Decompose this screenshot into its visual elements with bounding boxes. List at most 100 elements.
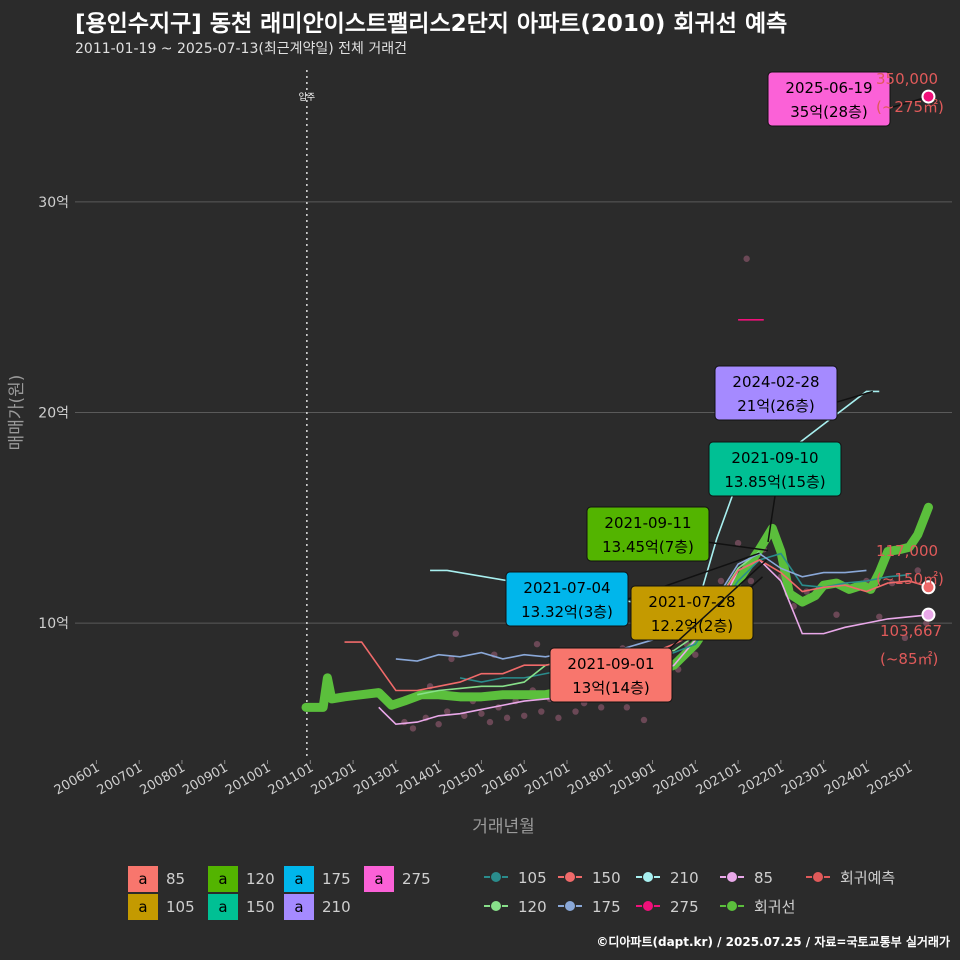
callout-box (714, 365, 838, 421)
forecast-price-label: 117,000 (876, 542, 938, 560)
trade-point (409, 725, 417, 732)
callout-210: 2024-02-28 21억(26층) (714, 365, 874, 421)
x-tick-label: 201401 (394, 760, 444, 798)
x-axis-title: 거래년월 (472, 817, 535, 837)
callout-date: 2021-09-11 (604, 514, 691, 532)
callout-price: 13.32억(3층) (521, 603, 613, 621)
legend-area-label: 150 (246, 898, 275, 916)
legend-area-label: 175 (322, 870, 351, 888)
trade-point (598, 704, 605, 711)
x-tick-label: 201601 (480, 760, 530, 798)
x-tick-label: 202501 (865, 760, 915, 798)
legend-line-dot (490, 900, 502, 912)
legend-swatch-letter: a (294, 870, 303, 888)
series-line-105 (459, 552, 910, 683)
trade-point (443, 708, 451, 715)
legend-swatch-175 (284, 866, 314, 892)
callout-date: 2021-09-01 (567, 655, 654, 673)
trade-point (734, 539, 742, 547)
x-tick-label: 202001 (651, 760, 701, 798)
x-tick-label: 201501 (437, 760, 487, 798)
legend-line-dot (642, 871, 654, 883)
forecast-point (921, 89, 936, 104)
forecast-area-label: (~275㎡) (876, 98, 944, 116)
x-tick-label: 200901 (180, 760, 230, 798)
trade-point (640, 716, 648, 724)
forecast-price-label: 103,667 (880, 622, 942, 640)
legend-swatch-85 (128, 866, 158, 892)
trade-point (717, 577, 725, 585)
x-tick-label: 202301 (779, 760, 829, 798)
trade-point (743, 255, 750, 262)
callout-150: 2021-09-10 13.85억(15층) (708, 441, 842, 543)
callout-price: 12.2억(2층) (651, 617, 733, 635)
callout-leader (767, 495, 776, 543)
callout-box (767, 71, 891, 127)
x-tick-label: 200801 (137, 760, 187, 798)
callout-box (505, 571, 629, 627)
legend-line-label: 150 (592, 869, 621, 887)
legend-swatch-letter: a (218, 870, 227, 888)
trade-point (572, 708, 579, 715)
series-line-210 (430, 390, 880, 614)
legend-swatch-120 (208, 866, 238, 892)
legend-area-label: 275 (402, 870, 431, 888)
y-tick-label: 20억 (38, 406, 69, 422)
trade-point (623, 704, 631, 711)
callout-date: 2024-02-28 (732, 373, 819, 391)
series-line-175 (395, 552, 867, 662)
legend-swatch-letter: a (218, 898, 227, 916)
trade-point (692, 651, 699, 658)
legend-line-label: 275 (670, 898, 699, 916)
legend-swatch-150 (208, 894, 238, 920)
x-tick-label: 200601 (52, 760, 102, 798)
legend-swatch-letter: a (374, 870, 383, 888)
callout-price: 21억(26층) (737, 397, 814, 415)
legend-area-label: 105 (166, 898, 195, 916)
forecast-price-label: 350,000 (876, 70, 938, 88)
x-tick-label: 201801 (565, 760, 615, 798)
x-tick-label: 200701 (95, 760, 145, 798)
legend-line-label: 85 (754, 869, 773, 887)
legend-area-label: 85 (166, 870, 185, 888)
legend-lines: 105 150 210 85 회귀예측 120 175 275 회귀선 (484, 869, 895, 916)
callout-85: 2021-09-01 13억(14층) (549, 559, 768, 703)
trade-point (747, 577, 755, 585)
x-tick-label: 201101 (266, 760, 316, 798)
chart-subtitle: 2011-01-19 ~ 2025-07-13(최근계약일) 전체 거래건 (75, 41, 407, 57)
legend-line-dot (564, 900, 576, 912)
legend-swatch-letter: a (138, 898, 147, 916)
callout-box (586, 506, 710, 562)
legend-swatch-275 (364, 866, 394, 892)
callout-price: 13.45억(7층) (602, 538, 694, 556)
forecast-area-label: (~150㎡) (876, 570, 944, 588)
trade-point (901, 634, 909, 642)
trade-point (478, 710, 485, 717)
trade-point (461, 712, 468, 719)
legend-area-label: 210 (322, 898, 351, 916)
callout-105: 2021-07-28 12.2억(2층) (630, 576, 763, 641)
x-tick-label: 201701 (522, 760, 572, 798)
legend-line-label: 120 (518, 898, 547, 916)
legend-line-dot (812, 871, 824, 883)
legend-area: a 85 a 120 a 175 a 275 a 105 a 150 a 210 (128, 866, 431, 920)
forecast-point (921, 607, 936, 622)
trade-point (833, 611, 840, 618)
chart-title: [용인수지구] 동천 래미안이스트팰리스2단지 아파트(2010) 회귀선 예측 (75, 11, 788, 37)
y-axis-title: 매매가(원) (7, 375, 27, 451)
callout-date: 2021-09-10 (731, 449, 818, 467)
legend-swatch-105 (128, 894, 158, 920)
legend-line-dot (726, 871, 738, 883)
forecast-point (921, 580, 936, 595)
trade-point (555, 714, 562, 722)
legend-swatch-letter: a (294, 898, 303, 916)
y-tick-label: 10억 (38, 616, 69, 632)
x-tick-label: 202401 (822, 760, 872, 798)
trade-point (448, 655, 455, 663)
legend-line-label: 회귀선 (754, 898, 795, 916)
x-tick-label: 201301 (351, 760, 401, 798)
trade-point (435, 720, 442, 728)
legend-line-dot (726, 900, 738, 912)
callout-date: 2021-07-04 (523, 579, 610, 597)
